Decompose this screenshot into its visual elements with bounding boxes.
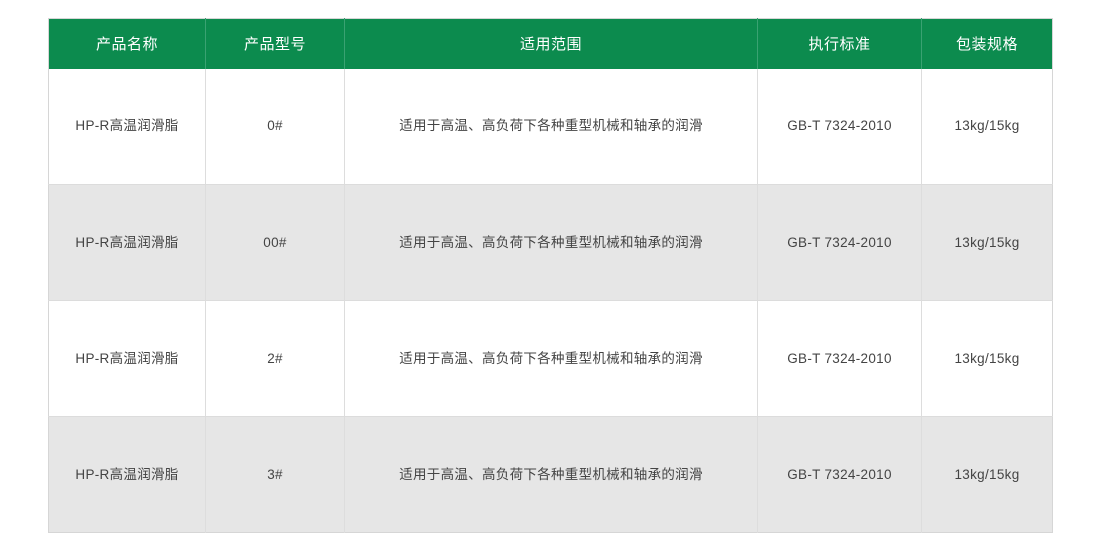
- cell-product-model: 00#: [205, 184, 345, 301]
- table-row: HP-R高温润滑脂 0# 适用于高温、高负荷下各种重型机械和轴承的润滑 GB-T…: [48, 68, 1053, 185]
- cell-packaging: 13kg/15kg: [921, 68, 1053, 185]
- cell-product-model: 2#: [205, 300, 345, 417]
- cell-application-scope: 适用于高温、高负荷下各种重型机械和轴承的润滑: [344, 184, 758, 301]
- cell-application-scope: 适用于高温、高负荷下各种重型机械和轴承的润滑: [344, 68, 758, 185]
- cell-product-model: 0#: [205, 68, 345, 185]
- table-header-row: 产品名称 产品型号 适用范围 执行标准 包装规格: [48, 18, 1053, 69]
- spec-table-container: 产品名称 产品型号 适用范围 执行标准 包装规格 HP-R高温润滑脂 0# 适用…: [48, 18, 1053, 533]
- cell-product-model: 3#: [205, 416, 345, 533]
- cell-packaging: 13kg/15kg: [921, 416, 1053, 533]
- cell-packaging: 13kg/15kg: [921, 300, 1053, 417]
- cell-standard: GB-T 7324-2010: [757, 416, 922, 533]
- column-header-packaging: 包装规格: [921, 18, 1053, 69]
- table-row: HP-R高温润滑脂 2# 适用于高温、高负荷下各种重型机械和轴承的润滑 GB-T…: [48, 300, 1053, 417]
- cell-standard: GB-T 7324-2010: [757, 184, 922, 301]
- cell-product-name: HP-R高温润滑脂: [48, 68, 206, 185]
- cell-application-scope: 适用于高温、高负荷下各种重型机械和轴承的润滑: [344, 300, 758, 417]
- cell-application-scope: 适用于高温、高负荷下各种重型机械和轴承的润滑: [344, 416, 758, 533]
- column-header-product-model: 产品型号: [205, 18, 345, 69]
- table-header: 产品名称 产品型号 适用范围 执行标准 包装规格: [48, 18, 1053, 69]
- table-row: HP-R高温润滑脂 00# 适用于高温、高负荷下各种重型机械和轴承的润滑 GB-…: [48, 184, 1053, 301]
- table-row: HP-R高温润滑脂 3# 适用于高温、高负荷下各种重型机械和轴承的润滑 GB-T…: [48, 416, 1053, 533]
- column-header-application-scope: 适用范围: [344, 18, 758, 69]
- column-header-standard: 执行标准: [757, 18, 922, 69]
- cell-product-name: HP-R高温润滑脂: [48, 300, 206, 417]
- product-specification-table: 产品名称 产品型号 适用范围 执行标准 包装规格 HP-R高温润滑脂 0# 适用…: [48, 18, 1053, 533]
- cell-standard: GB-T 7324-2010: [757, 300, 922, 417]
- cell-product-name: HP-R高温润滑脂: [48, 184, 206, 301]
- column-header-product-name: 产品名称: [48, 18, 206, 69]
- cell-product-name: HP-R高温润滑脂: [48, 416, 206, 533]
- cell-standard: GB-T 7324-2010: [757, 68, 922, 185]
- table-body: HP-R高温润滑脂 0# 适用于高温、高负荷下各种重型机械和轴承的润滑 GB-T…: [48, 68, 1053, 533]
- cell-packaging: 13kg/15kg: [921, 184, 1053, 301]
